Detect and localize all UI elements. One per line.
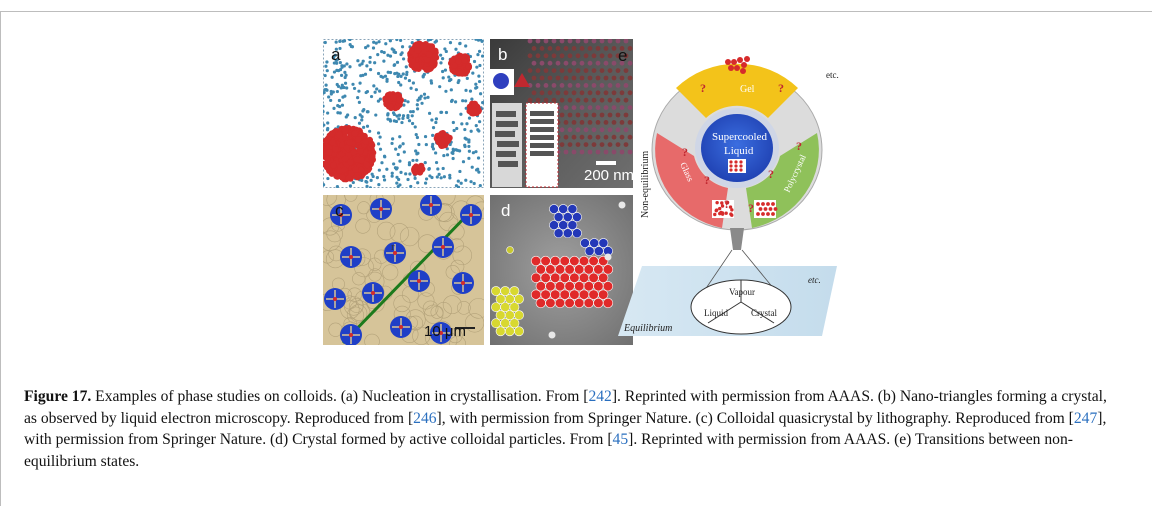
- citation-link[interactable]: 247: [1073, 409, 1098, 427]
- liquid-center-label: Liquid: [724, 145, 754, 157]
- panel-e-phase-diagram: ???????? Gel Supercooled Liquid Glass Po…: [618, 56, 839, 336]
- question-mark: ?: [704, 173, 710, 187]
- etc-top-label: etc.: [826, 70, 839, 80]
- panel-b-micrograph: [490, 39, 633, 188]
- panel-a-simulation: [323, 39, 484, 188]
- panel-a-image: a: [323, 39, 484, 188]
- question-mark: ?: [778, 81, 784, 95]
- caption-text-3: ], with permission from Springer Nature.…: [436, 409, 1074, 427]
- question-mark: ?: [796, 139, 802, 153]
- panel-e-diagram: e: [612, 38, 842, 350]
- page-top-rule: [0, 11, 1152, 12]
- panel-d-active-colloids: [490, 195, 633, 345]
- citation-link[interactable]: 246: [413, 409, 437, 427]
- caption-text-2: ]. Reprinted with permission from AAAS. …: [24, 388, 1107, 427]
- vapour-label: Vapour: [729, 287, 755, 297]
- citation-link[interactable]: 45: [612, 431, 629, 448]
- panel-b-image: b 200 nm: [490, 39, 633, 188]
- caption-text-1: Examples of phase studies on colloids. (…: [91, 388, 589, 405]
- panel-b-scale-bar-label: 200 nm: [584, 167, 633, 184]
- question-mark: ?: [700, 81, 706, 95]
- panel-b-label: b: [498, 45, 508, 64]
- panel-e-label: e: [618, 46, 628, 65]
- question-mark: ?: [724, 197, 730, 211]
- figure-caption: Figure 17. Examples of phase studies on …: [24, 386, 1114, 472]
- citation-link[interactable]: 242: [588, 388, 612, 405]
- liquid-label: Liquid: [704, 308, 728, 318]
- panel-c-image: c r 10 μm: [323, 195, 484, 345]
- panel-c-scale-bar-label: 10 μm: [424, 323, 466, 340]
- question-mark: ?: [768, 167, 774, 181]
- panel-a-label: a: [331, 45, 341, 64]
- panel-c-quasicrystal: [323, 195, 484, 345]
- etc-bottom-label: etc.: [808, 275, 821, 285]
- panel-c-label: c: [335, 201, 344, 220]
- panel-d-image: d: [490, 195, 633, 345]
- non-equilibrium-label: Non-equilibrium: [640, 151, 651, 218]
- question-mark: ?: [748, 201, 754, 215]
- gel-label: Gel: [740, 84, 755, 95]
- figure-number: Figure 17.: [24, 388, 92, 405]
- crystal-label: Crystal: [751, 308, 777, 318]
- supercooled-label: Supercooled: [712, 131, 767, 143]
- panel-d-label: d: [501, 201, 511, 220]
- panel-c-r-marker: r: [391, 241, 395, 253]
- page-left-rule: [0, 11, 1, 506]
- caption-text-4: ], with permission from Springer Nature.…: [24, 409, 1107, 449]
- equilibrium-label: Equilibrium: [623, 323, 672, 334]
- question-mark: ?: [682, 145, 688, 159]
- caption-text-5: ]. Reprinted with permission from AAAS. …: [24, 431, 1073, 470]
